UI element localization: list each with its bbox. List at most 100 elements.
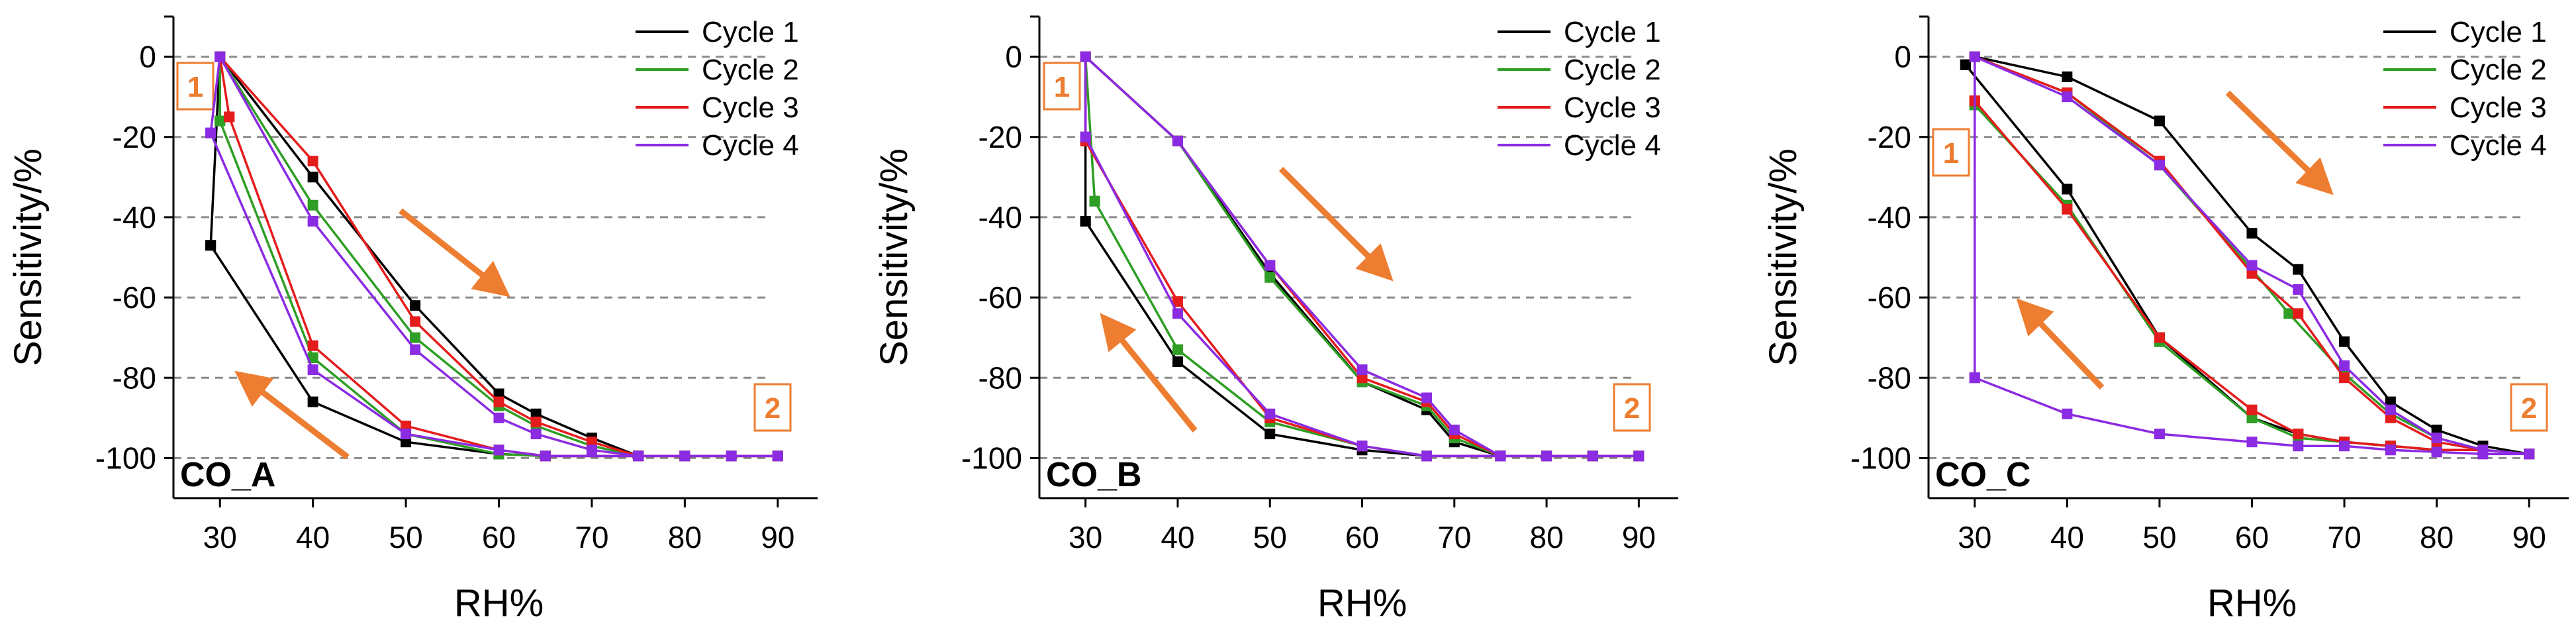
data-point bbox=[1633, 450, 1645, 462]
data-point bbox=[2431, 433, 2442, 444]
data-point bbox=[215, 51, 226, 62]
data-point bbox=[2246, 268, 2258, 279]
direction-arrow bbox=[2016, 298, 2105, 390]
data-point bbox=[2385, 412, 2396, 423]
annotation-box bbox=[1043, 62, 1081, 111]
data-point bbox=[1357, 372, 1368, 384]
data-point bbox=[205, 127, 216, 138]
annotation-label: 2 bbox=[2521, 392, 2537, 425]
legend-entry: Cycle 2 bbox=[702, 54, 799, 86]
data-point bbox=[2339, 372, 2350, 384]
y-tick-label: -40 bbox=[1868, 200, 1911, 235]
legend-entry: Cycle 2 bbox=[1564, 54, 1661, 86]
x-tick-label: 50 bbox=[1253, 520, 1287, 554]
data-point bbox=[1969, 51, 1980, 62]
data-point bbox=[1969, 372, 1980, 384]
y-tick-label: -60 bbox=[113, 280, 156, 315]
x-tick-label: 50 bbox=[389, 520, 422, 554]
legend-entry: Cycle 1 bbox=[702, 16, 799, 48]
x-tick-label: 60 bbox=[2235, 520, 2269, 554]
data-point bbox=[1264, 429, 1276, 440]
panel-title: CO_C bbox=[1935, 456, 2030, 494]
data-point bbox=[2293, 264, 2304, 275]
data-point bbox=[410, 300, 421, 311]
legend-entry: Cycle 4 bbox=[702, 129, 799, 162]
x-tick-label: 90 bbox=[1622, 520, 1656, 554]
data-point bbox=[224, 111, 235, 123]
annotation-box bbox=[1613, 383, 1651, 432]
data-point bbox=[2339, 336, 2350, 347]
x-tick-label: 40 bbox=[2050, 520, 2084, 554]
x-tick-label: 80 bbox=[668, 520, 702, 554]
data-point bbox=[2293, 441, 2304, 452]
data-point bbox=[1080, 131, 1091, 142]
data-point bbox=[2246, 260, 2258, 271]
data-point bbox=[540, 450, 551, 462]
y-tick-label: -100 bbox=[961, 441, 1022, 475]
data-point bbox=[307, 156, 318, 167]
data-point bbox=[530, 408, 542, 419]
data-point bbox=[2477, 448, 2489, 460]
x-tick-label: 30 bbox=[1069, 520, 1102, 554]
data-point bbox=[2431, 425, 2442, 436]
y-tick-label: -20 bbox=[978, 120, 1022, 154]
data-point bbox=[2246, 412, 2258, 423]
y-tick-label: -80 bbox=[1868, 360, 1911, 395]
y-tick-label: 0 bbox=[139, 40, 156, 74]
annotation-box bbox=[176, 62, 215, 111]
data-point bbox=[2283, 308, 2295, 319]
data-point bbox=[1421, 392, 1432, 403]
data-point bbox=[2293, 429, 2304, 440]
data-point bbox=[493, 444, 504, 456]
legend-entry: Cycle 3 bbox=[2450, 91, 2547, 124]
data-point bbox=[401, 437, 412, 448]
legend-entry: Cycle 4 bbox=[2450, 129, 2547, 162]
x-tick-label: 70 bbox=[2327, 520, 2361, 554]
direction-arrow bbox=[1100, 313, 1198, 433]
x-tick-label: 90 bbox=[761, 520, 794, 554]
data-point bbox=[1172, 356, 1183, 368]
data-point bbox=[1172, 296, 1183, 307]
x-tick-label: 60 bbox=[1345, 520, 1379, 554]
data-point bbox=[2385, 444, 2396, 456]
y-tick-label: -80 bbox=[978, 360, 1022, 395]
data-point bbox=[2062, 183, 2073, 195]
direction-arrow bbox=[234, 370, 350, 460]
data-point bbox=[1495, 450, 1506, 462]
annotation-label: 1 bbox=[187, 71, 203, 103]
data-point bbox=[679, 450, 691, 462]
data-point bbox=[410, 316, 421, 327]
data-point bbox=[307, 364, 318, 376]
annotation-box bbox=[2510, 383, 2548, 432]
data-point bbox=[1172, 344, 1183, 355]
data-point bbox=[2246, 404, 2258, 415]
x-tick-label: 40 bbox=[296, 520, 330, 554]
y-tick-label: -40 bbox=[978, 200, 1022, 235]
annotation-label: 1 bbox=[1054, 71, 1070, 103]
x-tick-label: 30 bbox=[1958, 520, 1991, 554]
data-point bbox=[2154, 115, 2165, 127]
data-point bbox=[1080, 51, 1091, 62]
data-point bbox=[2339, 441, 2350, 452]
data-point bbox=[307, 199, 318, 211]
data-point bbox=[1172, 135, 1183, 146]
y-axis-title: Sensitivity/% bbox=[1762, 148, 1805, 366]
data-point bbox=[1264, 408, 1276, 419]
data-point bbox=[772, 450, 783, 462]
direction-arrow bbox=[2225, 90, 2334, 195]
data-point bbox=[633, 450, 644, 462]
y-axis-title: Sensitivity/% bbox=[873, 148, 916, 366]
data-point bbox=[493, 412, 504, 423]
data-point bbox=[2154, 332, 2165, 343]
x-tick-label: 70 bbox=[1437, 520, 1471, 554]
data-point bbox=[1960, 59, 1971, 70]
data-point bbox=[205, 240, 216, 251]
legend-entry: Cycle 2 bbox=[2450, 54, 2547, 86]
y-tick-label: -20 bbox=[1868, 120, 1911, 154]
data-point bbox=[1080, 215, 1091, 227]
y-tick-label: 0 bbox=[1894, 40, 1911, 74]
x-tick-label: 40 bbox=[1161, 520, 1194, 554]
data-point bbox=[530, 429, 542, 440]
data-point bbox=[1541, 450, 1552, 462]
